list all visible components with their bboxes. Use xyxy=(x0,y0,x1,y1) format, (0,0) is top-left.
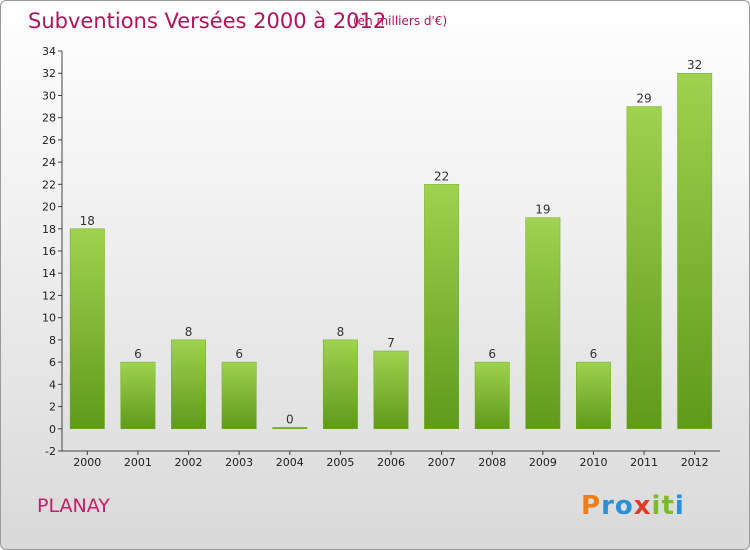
x-tick-label: 2005 xyxy=(326,456,354,469)
y-tick-label: 30 xyxy=(42,89,56,102)
value-label-2002: 8 xyxy=(185,325,193,339)
logo-letter: i xyxy=(674,491,685,521)
y-tick-label: 2 xyxy=(49,401,56,414)
y-tick-label: 12 xyxy=(42,289,56,302)
y-tick-label: 4 xyxy=(49,378,56,391)
y-tick-label: 34 xyxy=(42,45,56,58)
bar-2003 xyxy=(221,361,257,430)
y-tick-label: 28 xyxy=(42,112,56,125)
value-label-2011: 29 xyxy=(636,92,651,106)
y-tick-label: 14 xyxy=(42,267,56,280)
x-tick-label: 2011 xyxy=(630,456,658,469)
x-tick-label: 2004 xyxy=(276,456,304,469)
bar-2000 xyxy=(69,228,105,430)
bar-2004 xyxy=(272,427,308,430)
x-tick-label: 2007 xyxy=(428,456,456,469)
logo-letter: i xyxy=(651,491,662,521)
logo-letter: P xyxy=(581,491,602,521)
bar-2002 xyxy=(171,339,206,430)
value-label-2003: 6 xyxy=(235,347,243,361)
place-name: PLANAY xyxy=(37,495,110,517)
value-label-2007: 22 xyxy=(434,169,449,183)
value-label-2005: 8 xyxy=(337,325,345,339)
chart-subtitle: (en milliers d'€) xyxy=(353,14,448,28)
logo-letter: t xyxy=(661,491,675,521)
bar-2010 xyxy=(576,361,611,430)
bar-2001 xyxy=(120,361,156,430)
y-tick-label: 10 xyxy=(42,312,56,325)
value-label-2004: 0 xyxy=(286,412,294,426)
y-tick-label: 20 xyxy=(42,201,56,214)
value-label-2000: 18 xyxy=(80,214,95,228)
bar-2009 xyxy=(525,217,561,430)
chart-bars xyxy=(69,72,713,430)
value-label-2012: 32 xyxy=(687,58,702,72)
x-tick-label: 2012 xyxy=(681,456,709,469)
y-tick-label: 16 xyxy=(42,245,56,258)
x-tick-label: 2001 xyxy=(124,456,152,469)
x-tick-label: 2009 xyxy=(529,456,557,469)
bar-2005 xyxy=(322,339,358,430)
value-label-2006: 7 xyxy=(387,336,395,350)
proxiti-logo: Proxiti xyxy=(581,491,685,521)
value-label-2010: 6 xyxy=(590,347,598,361)
x-tick-label: 2010 xyxy=(579,456,607,469)
y-tick-label: 8 xyxy=(49,334,56,347)
logo-letter: x xyxy=(633,491,652,521)
y-tick-label: 6 xyxy=(49,356,56,369)
logo-letter: o xyxy=(614,491,634,521)
y-tick-label: 24 xyxy=(42,156,56,169)
x-tick-label: 2006 xyxy=(377,456,405,469)
x-tick-label: 2002 xyxy=(175,456,203,469)
x-tick-label: 2000 xyxy=(73,456,101,469)
value-label-2008: 6 xyxy=(488,347,496,361)
bar-2012 xyxy=(677,72,713,430)
bar-2006 xyxy=(373,350,409,430)
chart-labels: 2000 18 2001 6 2002 8 2003 6 2004 0 2005 8 2006 7 2007… xyxy=(73,58,708,469)
chart-title: Subventions Versées 2000 à 2012 xyxy=(28,9,387,33)
y-tick-label: 32 xyxy=(42,67,56,80)
logo-letter: r xyxy=(601,491,615,521)
value-label-2001: 6 xyxy=(134,347,142,361)
bar-2007 xyxy=(424,184,460,430)
y-tick-label: -2 xyxy=(45,445,56,458)
value-label-2009: 19 xyxy=(535,203,550,217)
x-tick-label: 2008 xyxy=(478,456,506,469)
x-tick-label: 2003 xyxy=(225,456,253,469)
bar-2011 xyxy=(626,106,662,430)
y-tick-label: 18 xyxy=(42,223,56,236)
bar-2008 xyxy=(474,361,510,430)
y-tick-label: 0 xyxy=(49,423,56,436)
y-tick-label: 22 xyxy=(42,178,56,191)
y-tick-label: 26 xyxy=(42,134,56,147)
